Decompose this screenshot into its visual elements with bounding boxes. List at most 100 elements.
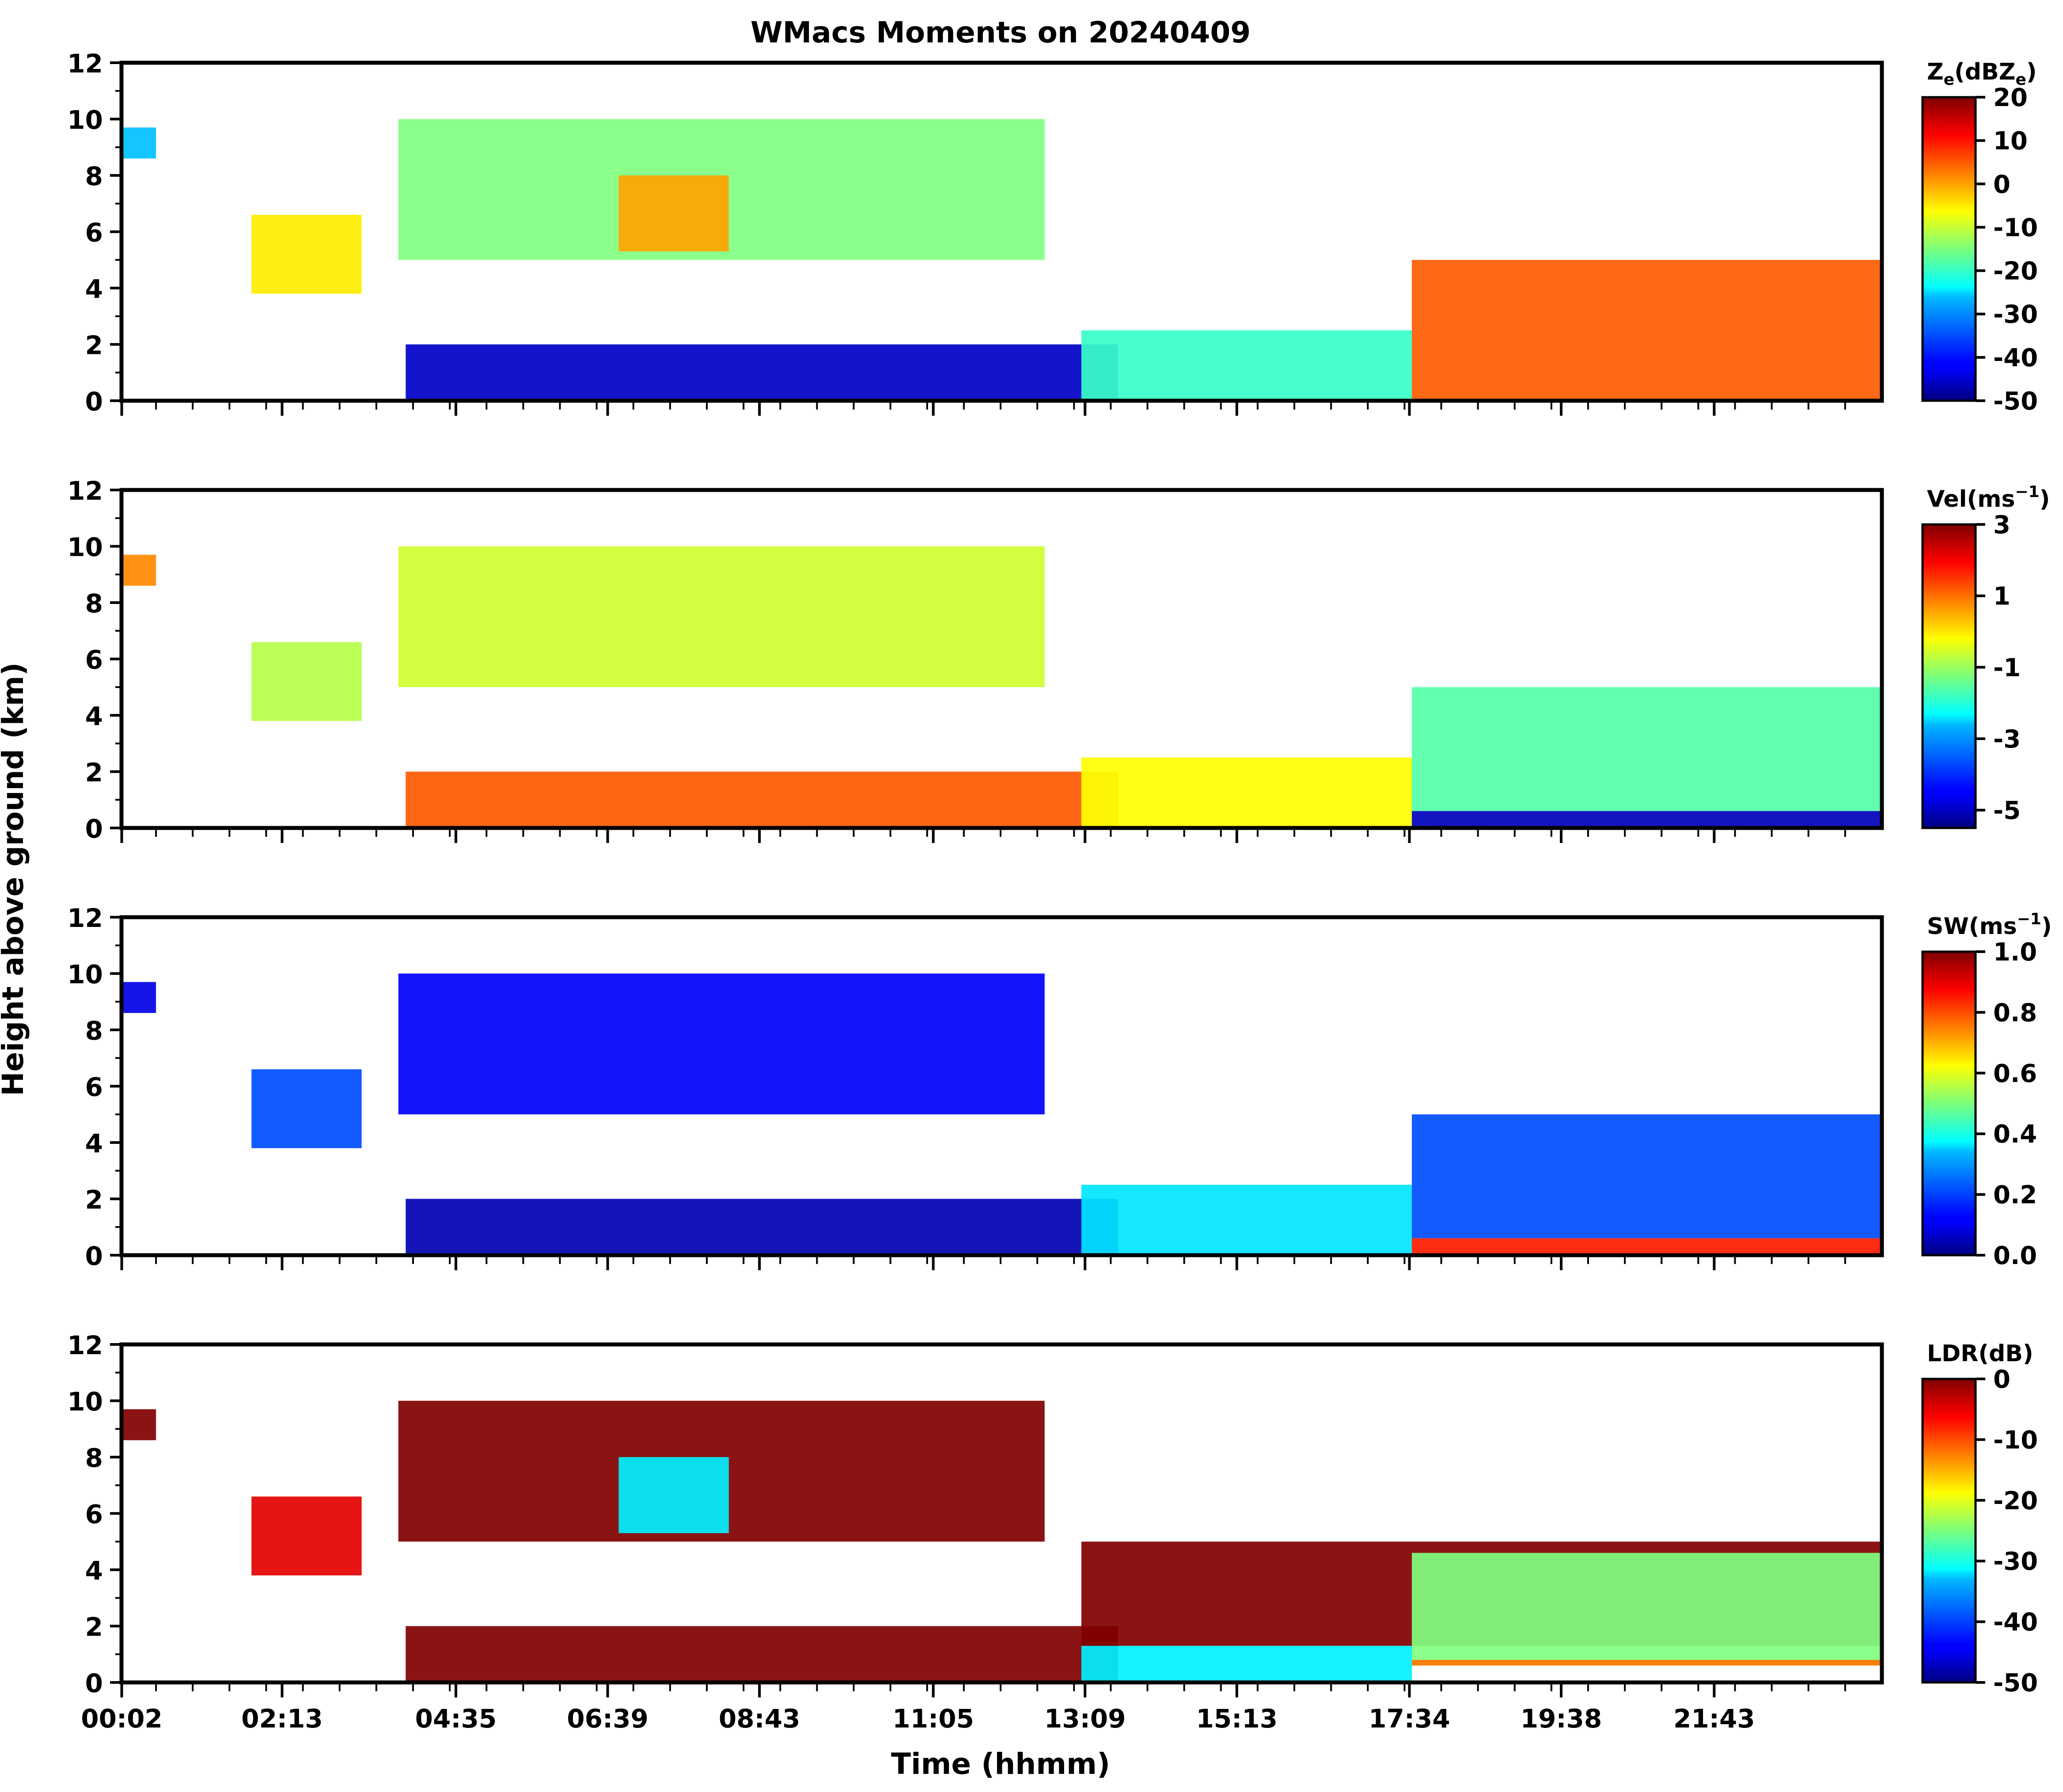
- y-tick-label: 2: [85, 1612, 103, 1642]
- y-tick-label: 8: [85, 1443, 103, 1473]
- y-tick-label: 10: [67, 960, 103, 990]
- heatmap-region: [618, 1457, 729, 1534]
- heatmap-region: [1081, 1185, 1412, 1255]
- heatmap-region: [1412, 1660, 1882, 1666]
- colorbar-gradient: [1921, 1378, 1977, 1684]
- y-tick-label: 2: [85, 758, 103, 788]
- x-tick-label: 19:38: [1521, 1704, 1602, 1734]
- heatmap-region: [251, 642, 362, 721]
- x-tick-label: 06:39: [567, 1704, 648, 1734]
- heatmap-region: [1412, 687, 1882, 811]
- heatmap-region: [1081, 757, 1412, 828]
- heatmap-region: [1412, 1553, 1882, 1666]
- y-tick-label: 8: [85, 161, 103, 191]
- colorbar-tick-label: -10: [1993, 213, 2038, 242]
- y-tick-label: 12: [67, 1330, 103, 1360]
- y-tick-label: 4: [85, 1128, 103, 1158]
- heatmap-layer: [121, 119, 1882, 401]
- x-tick-label: 11:05: [892, 1704, 974, 1734]
- y-tick-label: 6: [85, 1500, 103, 1530]
- colorbar-gradient: [1921, 96, 1977, 402]
- colorbar-tick-label: -50: [1993, 1669, 2038, 1697]
- colorbar-label: SW(ms−1): [1927, 910, 2052, 940]
- colorbar-tick-label: 0.0: [1993, 1241, 2037, 1270]
- colorbar-gradient: [1921, 523, 1977, 829]
- colorbar-tick-label: -10: [1993, 1426, 2038, 1454]
- heatmap-region: [121, 1409, 156, 1440]
- y-tick-label: 2: [85, 1185, 103, 1215]
- colorbar-tick-label: -30: [1993, 300, 2038, 329]
- colorbar-label: Ze(dBZe): [1927, 59, 2037, 89]
- colorbar-tick-label: -50: [1993, 387, 2038, 416]
- x-tick-label: 13:09: [1044, 1704, 1126, 1734]
- colorbar-tick-label: 1: [1993, 582, 2010, 611]
- colorbar-tick-label: -30: [1993, 1547, 2038, 1576]
- colorbar-tick-label: -40: [1993, 1608, 2038, 1637]
- colorbar-tick-label: -5: [1993, 797, 2021, 825]
- heatmap-layer: [121, 1401, 1882, 1682]
- heatmap-region: [1412, 1114, 1882, 1238]
- y-tick-label: 10: [67, 1387, 103, 1417]
- heatmap-region: [1081, 1646, 1412, 1682]
- colorbar-tick-label: -20: [1993, 257, 2038, 286]
- heatmap-region: [406, 1199, 1119, 1255]
- figure-title: WMacs Moments on 20240409: [751, 15, 1251, 49]
- y-tick-label: 8: [85, 588, 103, 619]
- colorbar-tick-label: 10: [1993, 127, 2028, 156]
- x-tick-label: 15:13: [1196, 1704, 1278, 1734]
- heatmap-region: [398, 973, 1045, 1115]
- y-tick-label: 12: [67, 903, 103, 933]
- y-tick-label: 10: [67, 532, 103, 562]
- heatmap-region: [1412, 1238, 1882, 1255]
- colorbar-tick-label: 20: [1993, 84, 2028, 112]
- heatmap-region: [121, 554, 156, 586]
- heatmap-region: [251, 215, 362, 294]
- colorbar-tick-label: 0.6: [1993, 1059, 2037, 1088]
- heatmap-region: [121, 982, 156, 1013]
- y-tick-label: 12: [67, 476, 103, 506]
- colorbar: 0.0 0.2 0.4 0.6 0.8 1.0SW(ms−1): [1921, 910, 2052, 1270]
- x-tick-label: 21:43: [1673, 1704, 1755, 1734]
- y-tick-label: 8: [85, 1016, 103, 1046]
- heatmap-layer: [121, 973, 1882, 1255]
- y-tick-label: 6: [85, 1072, 103, 1102]
- colorbar-tick-label: -20: [1993, 1487, 2038, 1515]
- heatmap-region: [1412, 811, 1882, 828]
- heatmap-region: [618, 175, 729, 252]
- y-tick-label: 2: [85, 330, 103, 361]
- colorbar-tick-label: 0: [1993, 1365, 2010, 1394]
- x-tick-label: 17:34: [1369, 1704, 1450, 1734]
- x-tick-label: 02:13: [241, 1704, 323, 1734]
- heatmap-region: [406, 1626, 1119, 1682]
- y-tick-label: 6: [85, 218, 103, 248]
- heatmap-region: [406, 344, 1119, 401]
- colorbar-tick-label: 3: [1993, 511, 2010, 539]
- x-tick-label: 08:43: [719, 1704, 800, 1734]
- heatmap-region: [1081, 330, 1412, 401]
- heatmap-region: [251, 1069, 362, 1148]
- heatmap-region: [251, 1496, 362, 1576]
- heatmap-region: [406, 771, 1119, 828]
- heatmap-region: [398, 546, 1045, 687]
- y-tick-label: 10: [67, 105, 103, 135]
- colorbar-gradient: [1921, 950, 1977, 1257]
- y-tick-label: 4: [85, 701, 103, 731]
- y-tick-label: 0: [85, 814, 103, 844]
- panel-4: 0 2 4 6 8 10 12 00:02 02:13 04:35 06:39 08:43 11:05 1…: [67, 1330, 2038, 1734]
- heatmap-region: [1412, 260, 1882, 401]
- heatmap-region: [121, 127, 156, 159]
- colorbar-tick-label: 0.2: [1993, 1181, 2037, 1210]
- colorbar-tick-label: -1: [1993, 653, 2021, 682]
- colorbar-label: LDR(dB): [1927, 1340, 2033, 1367]
- x-tick-label: 00:02: [81, 1704, 163, 1734]
- heatmap-layer: [121, 546, 1882, 828]
- colorbar-label: Vel(ms−1): [1927, 483, 2050, 513]
- y-axis-label: Height above ground (km): [0, 662, 30, 1096]
- y-tick-label: 0: [85, 1241, 103, 1271]
